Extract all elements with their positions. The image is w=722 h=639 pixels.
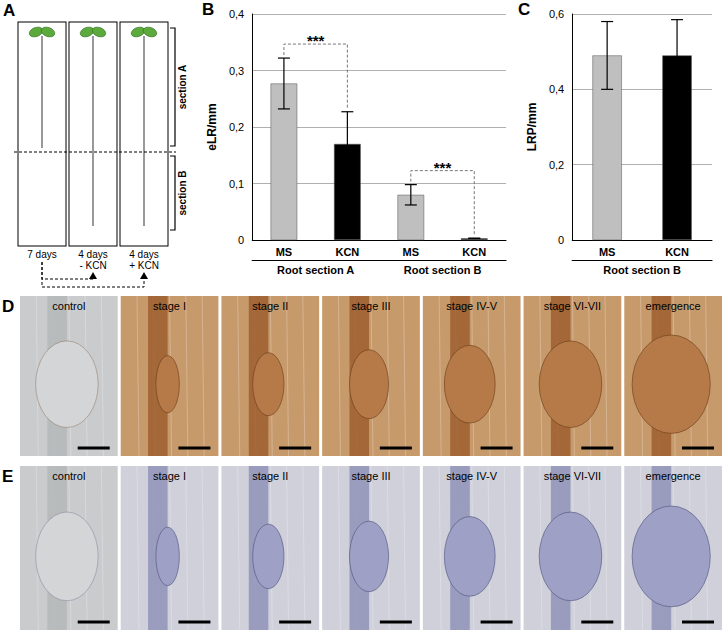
svg-text:stage III: stage III [351,300,390,312]
svg-text:stage II: stage II [252,470,288,482]
svg-text:MS: MS [403,246,420,258]
svg-text:section B: section B [177,170,188,215]
svg-text:0,4: 0,4 [549,83,564,95]
svg-text:0,1: 0,1 [229,178,244,190]
svg-text:4 days: 4 days [78,249,107,260]
svg-text:0,6: 0,6 [549,8,564,20]
html-text:B: B [202,0,215,19]
svg-text:7 days: 7 days [27,249,56,260]
svg-text:stage I: stage I [153,300,186,312]
svg-text:Root section A: Root section A [277,264,354,276]
svg-text:4 days: 4 days [129,249,158,260]
svg-text:eLR/mm: eLR/mm [205,103,219,150]
svg-text:- KCN: - KCN [79,260,106,271]
svg-text:A: A [3,1,15,20]
svg-text:D: D [2,297,14,316]
svg-text:***: *** [434,159,452,176]
svg-text:MS: MS [599,246,616,258]
svg-text:stage I: stage I [153,470,186,482]
svg-text:+ KCN: + KCN [129,260,159,271]
svg-text:KCN: KCN [665,246,689,258]
svg-text:stage III: stage III [351,470,390,482]
svg-text:stage IV-V: stage IV-V [446,300,497,312]
svg-text:KCN: KCN [335,246,359,258]
svg-text:Root section B: Root section B [404,264,482,276]
svg-text:0: 0 [558,234,564,246]
svg-text:0,2: 0,2 [229,121,244,133]
svg-text:0,4: 0,4 [229,8,244,20]
svg-text:Root section B: Root section B [603,264,681,276]
svg-text:section A: section A [177,65,188,110]
svg-text:***: *** [307,32,325,49]
svg-text:emergence: emergence [646,300,701,312]
svg-text:MS: MS [276,246,293,258]
svg-text:LRP/mm: LRP/mm [525,103,539,152]
svg-text:0: 0 [238,234,244,246]
svg-text:KCN: KCN [462,246,486,258]
html-text:C: C [518,0,531,19]
svg-text:0,3: 0,3 [229,65,244,77]
svg-text:stage VI-VII: stage VI-VII [544,300,601,312]
svg-text:control: control [52,470,85,482]
svg-text:emergence: emergence [646,470,701,482]
svg-text:stage VI-VII: stage VI-VII [544,470,601,482]
svg-text:stage IV-V: stage IV-V [446,470,497,482]
svg-text:E: E [2,467,13,486]
svg-text:control: control [52,300,85,312]
svg-text:stage II: stage II [252,300,288,312]
svg-text:0,2: 0,2 [549,159,564,171]
